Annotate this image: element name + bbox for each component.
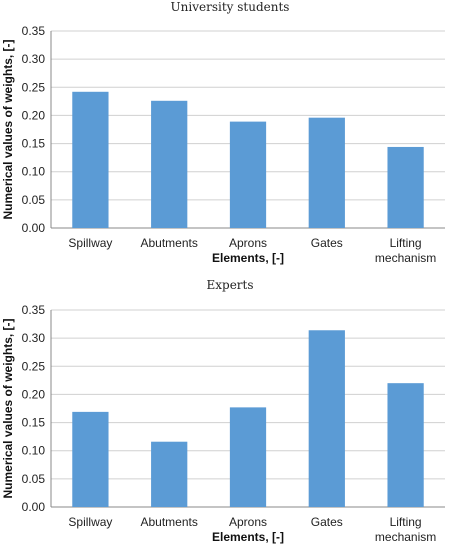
bar-chart-svg: 0.00 0.05 0.10 0.15 0.20 0.25 0.30 0.35 Spillway… [1,24,445,265]
chart-title: Experts [206,278,254,292]
y-tick-label: 0.00 [22,500,46,514]
y-tick-label: 0.15 [22,416,46,430]
x-tick-label: Aprons [229,515,267,529]
bar-chart-svg: 0.00 0.05 0.10 0.15 0.20 0.25 0.30 0.35 Spillway… [1,303,445,544]
x-tick-label: Gates [311,236,343,250]
bar [387,146,424,228]
x-axis-title: Elements, [-] [212,251,284,265]
bar [387,383,424,507]
x-axis-title: Elements, [-] [212,530,284,544]
y-tick-label: 0.00 [22,221,46,235]
y-tick-label: 0.05 [22,472,46,486]
bar [308,117,345,228]
y-tick-label: 0.15 [22,137,46,151]
bar [151,100,188,228]
y-tick-label: 0.20 [22,108,46,122]
x-tick-label: Gates [311,515,343,529]
x-tick-label: Spillway [68,236,112,250]
y-tick-label: 0.35 [22,24,46,38]
bar [72,91,109,228]
y-tick-label: 0.25 [22,80,46,94]
y-tick-label: 0.30 [22,331,46,345]
bar [72,411,109,507]
y-tick-label: 0.20 [22,387,46,401]
y-tick-label: 0.05 [22,193,46,207]
x-tick-label: mechanism [375,251,436,265]
y-axis-title: Numerical values of weights, [-] [1,318,15,498]
y-tick-label: 0.30 [22,52,46,66]
x-tick-label: mechanism [375,530,436,544]
bar [229,407,267,507]
x-tick-label: Aprons [229,236,267,250]
x-tick-label: Lifting [390,515,422,529]
bar [229,121,267,228]
y-tick-label: 0.35 [22,303,46,317]
x-tick-label: Abutments [141,515,198,529]
x-tick-label: Spillway [68,515,112,529]
chart-university-students: University students 0.00 0.05 0.10 0.15 0.20… [1,0,445,265]
y-tick-label: 0.25 [22,359,46,373]
bar [308,330,345,507]
y-axis-title: Numerical values of weights, [-] [1,39,15,219]
x-tick-label: Lifting [390,236,422,250]
y-tick-label: 0.10 [22,444,46,458]
y-tick-label: 0.10 [22,165,46,179]
chart-experts: Experts 0.00 0.05 0.10 0.15 0.20 0.25 0.30 0.35… [0,278,460,550]
chart-title: University students [170,0,290,14]
x-tick-label: Abutments [141,236,198,250]
bar [151,441,188,507]
